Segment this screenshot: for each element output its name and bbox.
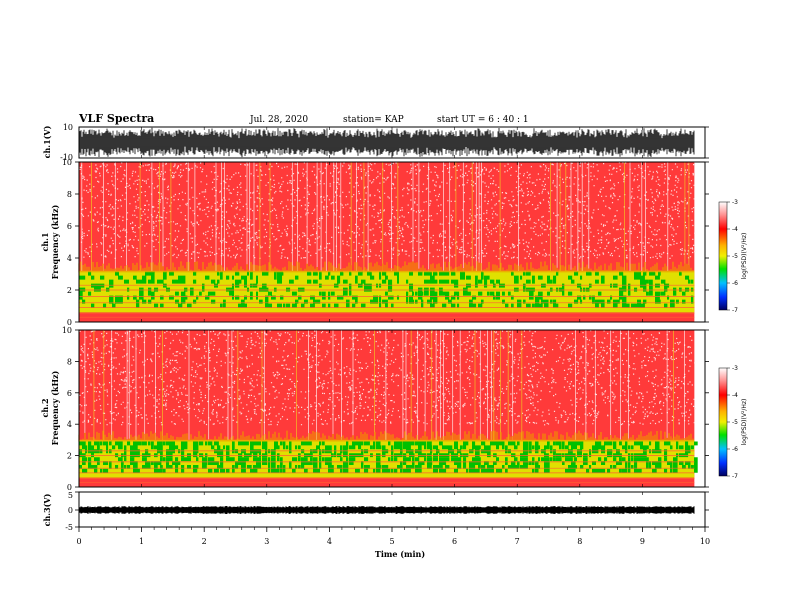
- ytick-label-8: 8: [67, 357, 72, 366]
- xtick-label-4: 4: [327, 537, 332, 546]
- xtick-label-2: 2: [202, 537, 207, 546]
- spectrogram-high-freq-texture: [79, 162, 696, 260]
- ytick-label-8: 8: [67, 190, 72, 199]
- spectrogram-harmonic-lines: [79, 450, 695, 483]
- colorbar-tick-label--5: -5: [732, 253, 738, 260]
- ch3-ytick-bottom: -5: [65, 523, 73, 532]
- colorbar-tick-label--4: -4: [732, 226, 738, 233]
- ytick-label-6: 6: [67, 222, 72, 231]
- ytick-label-10: 10: [62, 326, 72, 335]
- station-label: station= KAP: [343, 115, 404, 125]
- colorbar-tick-label--4: -4: [732, 392, 738, 399]
- xtick-label-3: 3: [264, 537, 269, 546]
- ch3-waveform-panel: 5 0 -5 ch.3(V): [42, 491, 709, 532]
- ch1-spectrogram-ylabel-channel: ch.1: [40, 232, 50, 251]
- ch1-spectrogram-ylabel-frequency: Frequency (kHz): [50, 204, 60, 279]
- spectrogram-lowband-green: [79, 441, 698, 473]
- spectrogram-harmonic-lines: [79, 284, 695, 318]
- ch1-spectrogram-panel: 0 2 4 6 8 10 ch.1 Frequency (kHz) -3 -4 -5 -6 -7 l…: [40, 158, 748, 327]
- xtick-label-8: 8: [577, 537, 582, 546]
- colorbar-scale: [718, 201, 728, 311]
- ch3-ylabel: ch.3(V): [42, 493, 52, 526]
- ch1-ylabel: ch.1(V): [42, 125, 52, 158]
- ch2-spectrogram-yticks: 0 2 4 6 8 10: [62, 326, 709, 492]
- ch1-ytick-top: 10: [63, 123, 73, 132]
- time-axis-label: Time (min): [375, 549, 425, 559]
- colorbar-tick-label--5: -5: [732, 419, 738, 426]
- ch1-colorbar: -3 -4 -5 -6 -7 log(PSD)(V²/Hz): [718, 199, 748, 314]
- ytick-label-4: 4: [67, 254, 72, 263]
- colorbar-tick-label--3: -3: [732, 365, 738, 372]
- spectrogram-yellow-streaks: [91, 162, 690, 282]
- colorbar-scale: [718, 367, 728, 477]
- ch2-colorbar: -3 -4 -5 -6 -7 log(PSD)(V²/Hz): [718, 365, 748, 480]
- ch1-trace-line: [79, 127, 695, 158]
- colorbar-label: log(PSD)(V²/Hz): [741, 399, 748, 446]
- ytick-label-2: 2: [67, 286, 72, 295]
- ch2-spectrogram-ylabel-channel: ch.2: [40, 398, 50, 417]
- start-time-label: start UT = 6 : 40 : 1: [437, 115, 529, 125]
- xtick-label-0: 0: [76, 537, 81, 546]
- spectrogram-white-streaks: [81, 162, 669, 274]
- ch3-trace: [79, 506, 695, 514]
- xtick-label-7: 7: [515, 537, 520, 546]
- ch2-spectrogram-ylabel-frequency: Frequency (kHz): [50, 370, 60, 445]
- colorbar-tick-label--7: -7: [732, 473, 738, 480]
- ytick-label-10: 10: [62, 158, 72, 167]
- ytick-label-0: 0: [67, 483, 72, 492]
- ytick-label-4: 4: [67, 420, 72, 429]
- ch1-trace: [79, 127, 695, 158]
- colorbar-label: log(PSD)(V²/Hz): [741, 233, 748, 280]
- ch3-ytick-top: 5: [68, 491, 73, 500]
- ch1-waveform-panel: 10 -10 ch.1(V): [42, 123, 709, 162]
- spectrogram-lowband-green: [79, 271, 694, 308]
- time-axis: 0 1 2 3 4 5 6 7 8 9 10: [76, 127, 710, 546]
- colorbar-tick-label--3: -3: [732, 199, 738, 206]
- ch3-ytick-mid: 0: [68, 506, 73, 515]
- colorbar-tick-label--6: -6: [732, 446, 738, 453]
- colorbar-tick-label--7: -7: [732, 307, 738, 314]
- figure-title: VLF Spectra: [78, 112, 154, 125]
- ytick-label-2: 2: [67, 452, 72, 461]
- ch2-spectrogram-panel: 0 2 4 6 8 10 ch.2 Frequency (kHz) -3 -4 -5 -6 -7 l…: [40, 326, 748, 492]
- ytick-label-0: 0: [67, 318, 72, 327]
- ytick-label-6: 6: [67, 389, 72, 398]
- ch1-spectrogram-image: [78, 162, 696, 322]
- xtick-label-10: 10: [700, 537, 710, 546]
- date-label: Jul. 28, 2020: [249, 115, 308, 125]
- ch2-spectrogram-image: [78, 330, 698, 487]
- xtick-label-9: 9: [640, 537, 645, 546]
- xtick-label-6: 6: [452, 537, 457, 546]
- ch1-ytick-bottom: -10: [60, 153, 73, 162]
- xtick-label-5: 5: [389, 537, 394, 546]
- colorbar-tick-label--6: -6: [732, 280, 738, 287]
- ch1-spectrogram-yticks: 0 2 4 6 8 10: [62, 158, 709, 327]
- ch3-trace-line: [79, 506, 695, 514]
- spectrogram-yellow-streaks: [93, 330, 674, 448]
- xtick-label-1: 1: [139, 537, 144, 546]
